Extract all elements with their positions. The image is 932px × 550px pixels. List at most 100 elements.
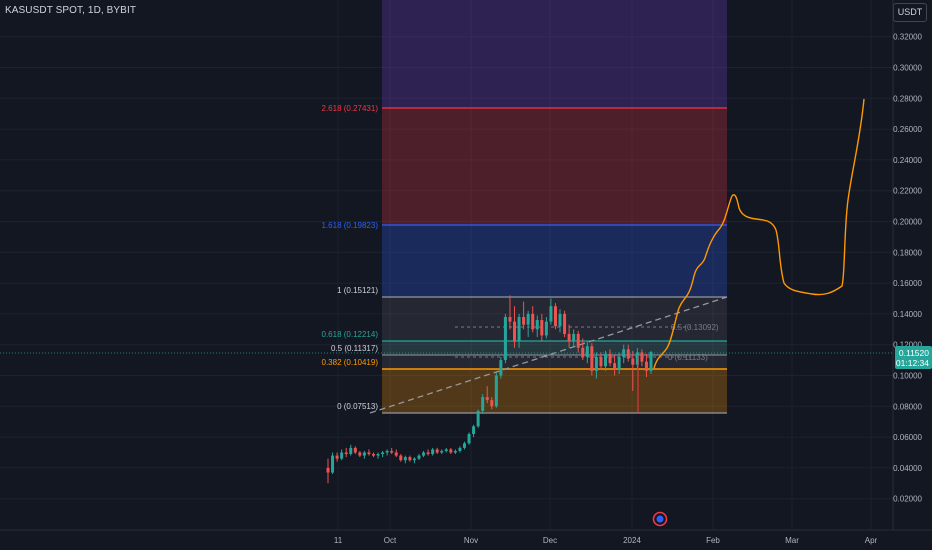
price-tick-label: 0.32000	[893, 33, 922, 42]
candle-body	[499, 360, 503, 376]
fib-label-0618: 0.618 (0.12214)	[322, 330, 379, 339]
candle-body	[563, 313, 567, 334]
candle-body	[422, 452, 426, 456]
candle-body	[517, 316, 521, 342]
bar-countdown: 01:12:34	[896, 358, 929, 368]
earnings-event-icon[interactable]	[652, 511, 668, 527]
fib-zone-2618	[382, 108, 727, 225]
price-tick-label: 0.22000	[893, 187, 922, 196]
candle-body	[472, 426, 476, 435]
inner-fib-label-zero: 0 (0.11133)	[668, 353, 708, 362]
candle-body	[640, 352, 644, 362]
candle-body	[567, 333, 571, 342]
candle-body	[376, 454, 380, 456]
candle-body	[590, 346, 594, 371]
symbol-title[interactable]: KASUSDT SPOT, 1D, BYBIT	[5, 5, 137, 16]
price-tick-label: 0.08000	[893, 402, 922, 411]
candle-body	[426, 452, 430, 455]
fib-label-0382: 0.382 (0.10419)	[322, 358, 379, 367]
candle-body	[408, 457, 412, 461]
candle-body	[494, 375, 498, 407]
fib-zone-1618	[382, 225, 727, 297]
price-axis[interactable]: 0.32000 0.30000 0.28000 0.26000 0.24000 0.220…	[892, 0, 923, 530]
candle-body	[453, 450, 457, 453]
price-tick-label: 0.16000	[893, 279, 922, 288]
dashed-trend-line	[369, 296, 728, 414]
candle-body	[403, 457, 407, 461]
candle-body	[549, 306, 553, 322]
price-tick-label: 0.10000	[893, 372, 922, 381]
candle-body	[581, 347, 585, 358]
candle-body	[613, 363, 617, 370]
price-tick-label: 0.18000	[893, 248, 922, 257]
candle-body	[476, 410, 480, 427]
candle-body	[417, 455, 421, 459]
price-tick-label: 0.26000	[893, 125, 922, 134]
time-tick-label: Apr	[865, 536, 878, 545]
candle-body	[604, 353, 608, 367]
fib-level-lines	[382, 107, 727, 414]
candlesticks	[326, 295, 653, 484]
candle-body	[444, 449, 448, 451]
candle-body	[503, 316, 507, 361]
time-tick-label: 2024	[623, 536, 641, 545]
candle-body	[535, 320, 539, 330]
candle-body	[635, 352, 639, 365]
inner-fib-label-half: 0.5 (0.13092)	[671, 323, 719, 332]
candle-body	[340, 452, 344, 459]
fib-labels: 2.618 (0.27431) 1.618 (0.19823) 1 (0.151…	[322, 104, 719, 411]
fib-label-1: 1 (0.15121)	[337, 286, 378, 295]
candle-body	[362, 452, 366, 456]
candle-body	[585, 346, 589, 358]
candle-body	[385, 450, 389, 453]
time-tick-label: Feb	[706, 536, 720, 545]
candle-body	[394, 452, 398, 456]
candle-body	[631, 358, 635, 365]
chart-grid	[0, 0, 893, 530]
time-tick-label: Mar	[785, 536, 799, 545]
candle-body	[449, 449, 453, 453]
fib-zone-0382	[382, 369, 727, 413]
candle-body	[399, 455, 403, 461]
price-tick-label: 0.28000	[893, 94, 922, 103]
candle-body	[335, 455, 339, 459]
candle-body	[326, 467, 330, 473]
fib-extension-zones	[382, 0, 727, 413]
candle-body	[440, 450, 444, 453]
candle-body	[508, 316, 512, 322]
candle-body	[608, 353, 612, 364]
candle-body	[349, 447, 353, 455]
price-tick-label: 0.24000	[893, 156, 922, 165]
candle-body	[599, 357, 603, 367]
fib-label-05: 0.5 (0.11317)	[331, 344, 378, 353]
candle-body	[412, 458, 416, 461]
price-tick-label: 0.04000	[893, 464, 922, 473]
price-tick-label: 0.20000	[893, 218, 922, 227]
candle-body	[353, 447, 357, 453]
candle-body	[485, 397, 489, 401]
candle-body	[617, 357, 621, 370]
candle-body	[522, 316, 526, 325]
candle-body	[626, 349, 630, 359]
candle-body	[435, 449, 439, 453]
candle-body	[481, 397, 485, 411]
price-tick-label: 0.06000	[893, 433, 922, 442]
candle-body	[467, 434, 471, 444]
fib-label-1618: 1.618 (0.19823)	[322, 221, 379, 230]
time-axis[interactable]: 11 Oct Nov Dec 2024 Feb Mar Apr	[0, 529, 932, 545]
projection-path	[653, 98, 865, 369]
fib-zone-green	[382, 341, 727, 355]
current-price-value: 0.11520	[899, 348, 929, 358]
fib-label-2618: 2.618 (0.27431)	[322, 104, 379, 113]
candle-body	[531, 313, 535, 330]
candle-body	[358, 452, 362, 456]
time-tick-label: Dec	[543, 536, 557, 545]
fib-label-0: 0 (0.07513)	[337, 402, 378, 411]
candle-body	[594, 357, 598, 371]
time-tick-label: 11	[334, 536, 343, 545]
candle-body	[331, 455, 335, 473]
price-tick-label: 0.02000	[893, 495, 922, 504]
candle-body	[544, 321, 548, 336]
candle-body	[458, 447, 462, 451]
